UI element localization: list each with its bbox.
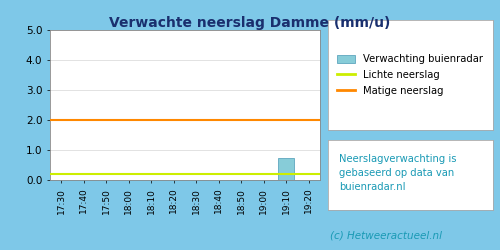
Text: Verwachte neerslag Damme (mm/u): Verwachte neerslag Damme (mm/u) [110, 16, 390, 30]
Bar [278, 158, 294, 180]
Text: Neerslagverwachting is
gebaseerd op data van
buienradar.nl: Neerslagverwachting is gebaseerd op data… [339, 154, 456, 192]
Legend: Verwachting buienradar, Lichte neerslag, Matige neerslag: Verwachting buienradar, Lichte neerslag,… [332, 50, 488, 100]
Text: (c) Hetweeractueel.nl: (c) Hetweeractueel.nl [330, 230, 442, 240]
